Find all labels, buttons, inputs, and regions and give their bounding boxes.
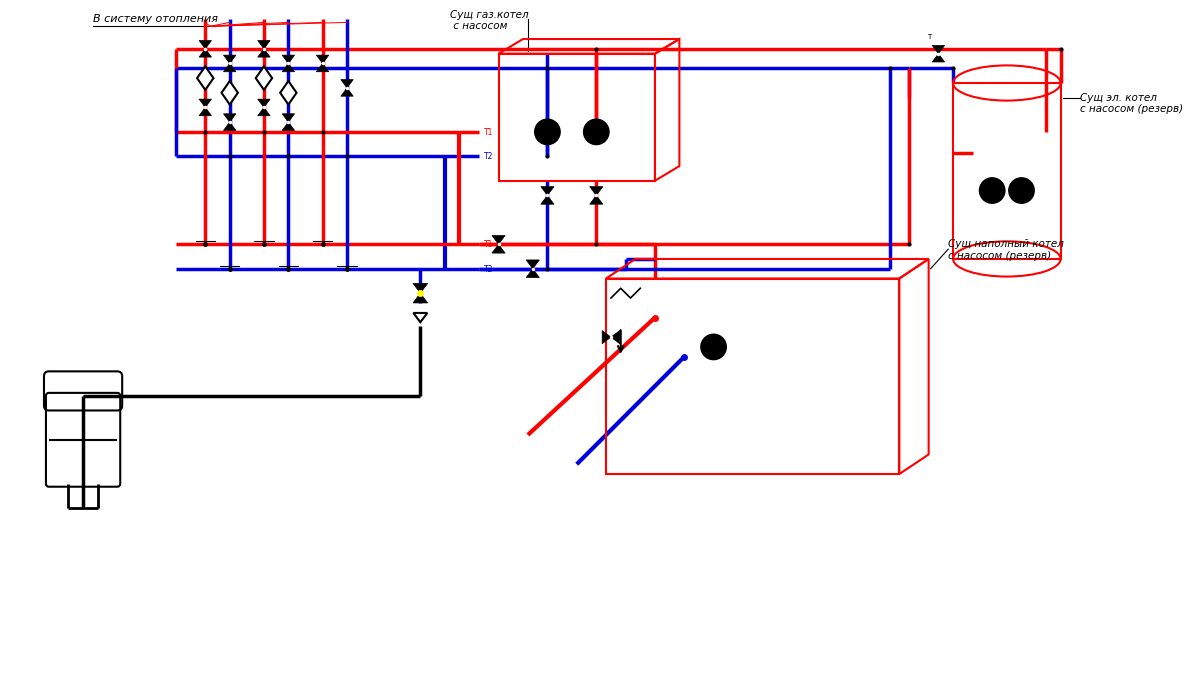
Polygon shape (341, 80, 353, 88)
Polygon shape (280, 81, 296, 105)
Polygon shape (199, 99, 211, 107)
Polygon shape (526, 269, 539, 277)
Text: T2: T2 (484, 153, 493, 161)
Circle shape (535, 119, 560, 144)
Polygon shape (258, 49, 270, 57)
Polygon shape (413, 313, 427, 322)
Polygon shape (413, 293, 427, 303)
Circle shape (583, 119, 608, 144)
Polygon shape (199, 49, 211, 57)
Polygon shape (282, 63, 295, 72)
Polygon shape (492, 236, 505, 244)
Polygon shape (932, 45, 944, 54)
Polygon shape (199, 40, 211, 49)
Text: Сущ наполный котел
с насосом (резерв): Сущ наполный котел с насосом (резерв) (948, 240, 1064, 261)
Polygon shape (317, 63, 329, 72)
Polygon shape (341, 88, 353, 97)
Polygon shape (258, 99, 270, 107)
Polygon shape (197, 66, 214, 90)
Polygon shape (223, 63, 236, 72)
Circle shape (979, 178, 1004, 203)
Polygon shape (541, 186, 554, 196)
Polygon shape (223, 122, 236, 130)
Polygon shape (317, 55, 329, 63)
Polygon shape (222, 81, 238, 105)
Polygon shape (258, 107, 270, 115)
Polygon shape (413, 284, 427, 293)
Circle shape (1009, 178, 1034, 203)
Bar (498, 54, 655, 181)
Polygon shape (282, 122, 295, 130)
Polygon shape (282, 55, 295, 63)
Text: T1: T1 (484, 128, 493, 137)
Polygon shape (258, 40, 270, 49)
Text: T: T (926, 34, 931, 40)
Text: Сущ эл. котел
с насосом (резерв): Сущ эл. котел с насосом (резерв) (1080, 92, 1183, 114)
Text: В систему отопления: В систему отопления (92, 14, 218, 24)
Polygon shape (932, 54, 944, 62)
Bar (606, 279, 899, 474)
Polygon shape (282, 114, 295, 122)
Bar (953, 83, 1061, 259)
Polygon shape (492, 244, 505, 253)
Polygon shape (611, 331, 619, 344)
Text: T2: T2 (484, 265, 493, 273)
Polygon shape (589, 186, 602, 196)
Polygon shape (541, 196, 554, 205)
Polygon shape (223, 114, 236, 122)
Polygon shape (199, 107, 211, 115)
Polygon shape (589, 196, 602, 205)
Polygon shape (602, 331, 611, 344)
Polygon shape (223, 55, 236, 63)
Polygon shape (526, 260, 539, 269)
Text: T1: T1 (484, 240, 493, 249)
Text: Сущ газ.котел
 с насосом: Сущ газ.котел с насосом (450, 9, 528, 31)
Polygon shape (256, 66, 272, 90)
Circle shape (701, 334, 726, 360)
